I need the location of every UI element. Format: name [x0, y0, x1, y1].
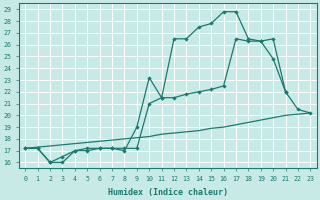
X-axis label: Humidex (Indice chaleur): Humidex (Indice chaleur) — [108, 188, 228, 197]
